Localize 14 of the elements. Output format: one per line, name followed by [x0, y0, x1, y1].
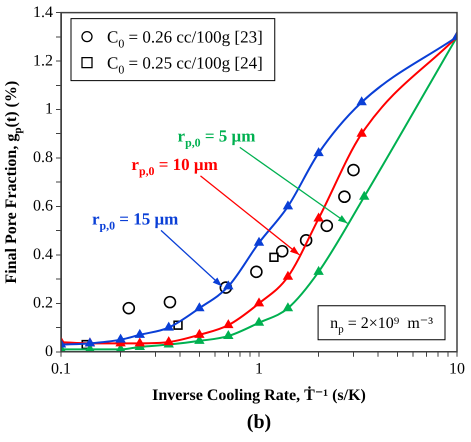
text: (b): [246, 410, 272, 433]
y-axis-title: Final Pore Fraction, gp(t) (%): [3, 80, 24, 284]
y-tick-label: 1.2: [33, 52, 53, 70]
x-tick-label: 1: [255, 360, 263, 378]
y-tick-label: 0.4: [33, 246, 53, 264]
y-tick-label: 1.4: [33, 4, 53, 21]
y-tick-label: 0.6: [33, 198, 53, 215]
x-tick-label: 0.1: [51, 360, 71, 378]
y-tick-label: 1: [45, 100, 53, 118]
x-axis-title: Inverse Cooling Rate, Ṫ⁻¹ (s/K): [152, 386, 366, 404]
y-tick-label: 0.8: [33, 149, 53, 166]
y-tick-label: 0.2: [33, 294, 53, 312]
x-tick-label: 10: [449, 360, 465, 378]
y-tick-label: 0: [45, 343, 53, 360]
